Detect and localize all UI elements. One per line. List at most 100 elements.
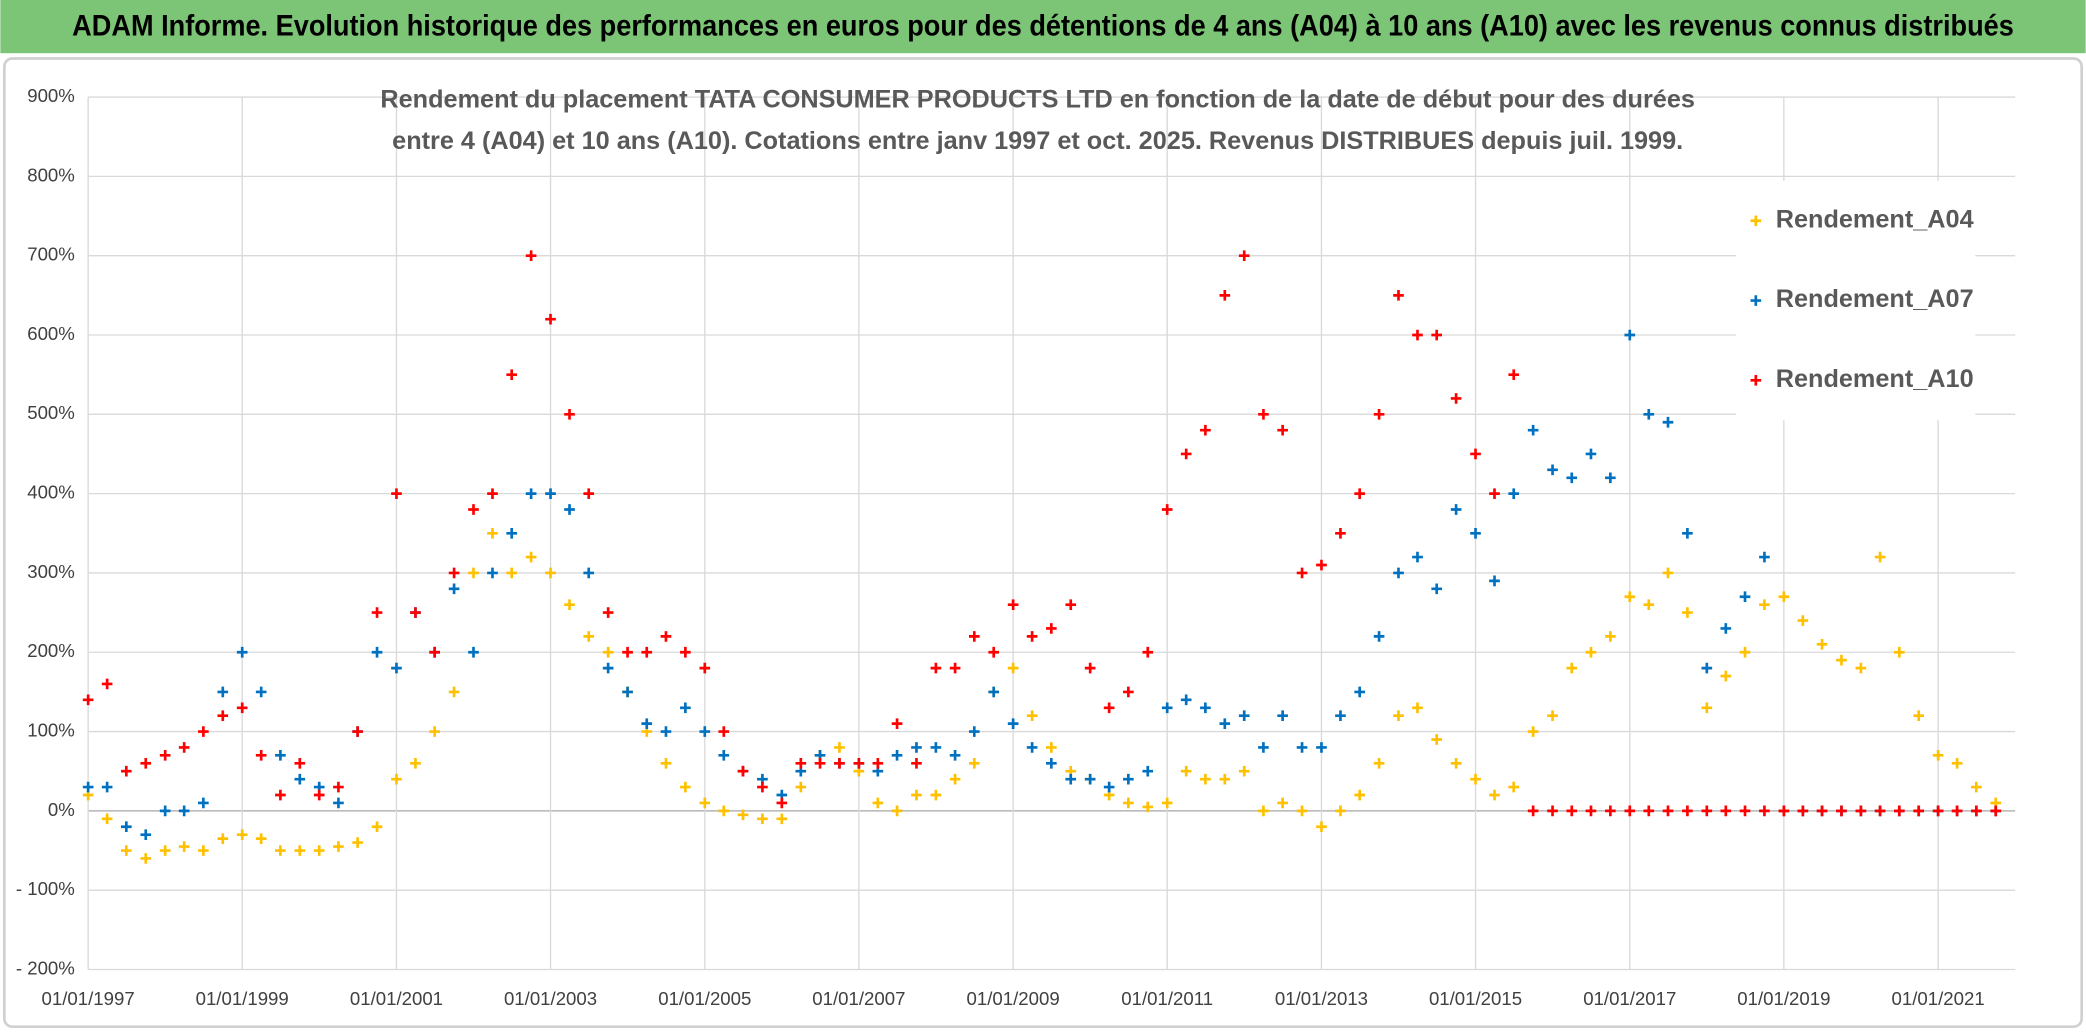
data-point: [1585, 646, 1597, 658]
data-point: [757, 813, 768, 825]
x-tick-label: 01/01/2015: [1429, 988, 1522, 1009]
data-point: [1412, 329, 1423, 341]
data-point: [429, 646, 440, 658]
data-point: [1316, 821, 1327, 833]
data-point: [1855, 805, 1867, 817]
data-point: [448, 583, 460, 595]
data-point: [1277, 710, 1288, 722]
data-point: [1874, 551, 1886, 563]
data-point: [1624, 805, 1636, 817]
x-tick-label: 01/01/1997: [42, 988, 135, 1009]
data-point: [294, 845, 306, 856]
x-tick-label: 01/01/2001: [350, 988, 443, 1009]
x-tick-label: 01/01/2005: [658, 988, 751, 1009]
data-point: [1566, 805, 1578, 817]
data-point: [930, 662, 942, 674]
legend-label: Rendement_A04: [1776, 205, 1974, 233]
data-point: [602, 646, 614, 658]
data-point: [1778, 805, 1790, 817]
data-point: [1450, 393, 1462, 404]
y-tick-label: 600%: [27, 323, 75, 344]
data-point: [545, 488, 556, 499]
data-point: [680, 702, 691, 714]
x-tick-label: 01/01/2013: [1275, 988, 1368, 1009]
data-point: [391, 773, 402, 785]
data-point: [333, 841, 344, 852]
data-point: [1180, 448, 1192, 460]
y-tick-label: 300%: [27, 561, 75, 582]
data-point: [371, 821, 383, 833]
data-point: [1296, 567, 1308, 579]
data-point: [1605, 631, 1616, 642]
y-tick-label: 0%: [48, 799, 75, 820]
data-point: [622, 686, 633, 698]
data-point: [1161, 702, 1173, 714]
data-point: [1200, 424, 1211, 436]
data-point: [834, 742, 845, 753]
data-point: [699, 662, 711, 674]
data-point: [1431, 734, 1443, 745]
data-point: [660, 631, 672, 642]
data-point: [352, 726, 363, 737]
data-point: [1836, 654, 1847, 666]
data-point: [468, 567, 479, 579]
data-point: [891, 750, 903, 761]
data-point: [1605, 472, 1616, 484]
data-point: [1893, 805, 1905, 817]
data-point: [1335, 710, 1346, 722]
data-point: [487, 488, 498, 499]
x-tick-label: 01/01/2021: [1892, 988, 1985, 1009]
data-point: [1065, 773, 1077, 785]
data-point: [583, 488, 595, 499]
legend-marker: [1750, 375, 1762, 386]
data-point: [1470, 773, 1481, 785]
y-tick-label: 100%: [27, 719, 75, 740]
data-point: [1547, 710, 1558, 722]
data-point: [198, 726, 209, 737]
data-point: [121, 765, 132, 777]
data-point: [487, 567, 498, 579]
data-point: [525, 488, 537, 499]
data-point: [1123, 686, 1134, 698]
data-point: [1682, 805, 1693, 817]
x-tick-label: 01/01/2011: [1121, 988, 1213, 1009]
data-point: [1759, 805, 1770, 817]
data-point: [1431, 329, 1443, 341]
data-point: [1585, 448, 1597, 460]
data-point: [1354, 686, 1365, 698]
data-point: [82, 694, 94, 706]
legend-label: Rendement_A07: [1776, 285, 1974, 313]
data-point: [506, 369, 518, 380]
data-point: [1238, 765, 1250, 777]
data-point: [1393, 567, 1404, 579]
data-point: [660, 726, 672, 737]
data-point: [564, 504, 575, 515]
y-tick-label: 800%: [27, 164, 75, 185]
data-point: [1450, 757, 1462, 769]
data-point: [101, 781, 113, 793]
data-point: [1007, 599, 1019, 610]
data-point: [525, 250, 537, 262]
data-point: [1739, 646, 1751, 658]
data-point: [776, 797, 788, 809]
data-point: [1951, 805, 1963, 817]
data-point: [1759, 599, 1770, 610]
data-point: [1508, 488, 1520, 499]
data-point: [1335, 527, 1346, 539]
page-title: ADAM Informe. Evolution historique des p…: [72, 11, 2014, 43]
data-point: [718, 805, 730, 817]
y-tick-label: - 200%: [16, 957, 75, 978]
data-point: [1373, 757, 1385, 769]
data-point: [371, 646, 383, 658]
data-point: [795, 781, 807, 793]
data-point: [1238, 710, 1250, 722]
data-point: [872, 797, 884, 809]
data-point: [1335, 805, 1346, 817]
data-point: [930, 742, 942, 753]
data-point: [1219, 773, 1231, 785]
data-point: [487, 527, 498, 539]
data-point: [1065, 599, 1077, 610]
data-point: [1547, 464, 1558, 476]
data-point: [1720, 670, 1732, 682]
data-point: [1373, 409, 1385, 420]
